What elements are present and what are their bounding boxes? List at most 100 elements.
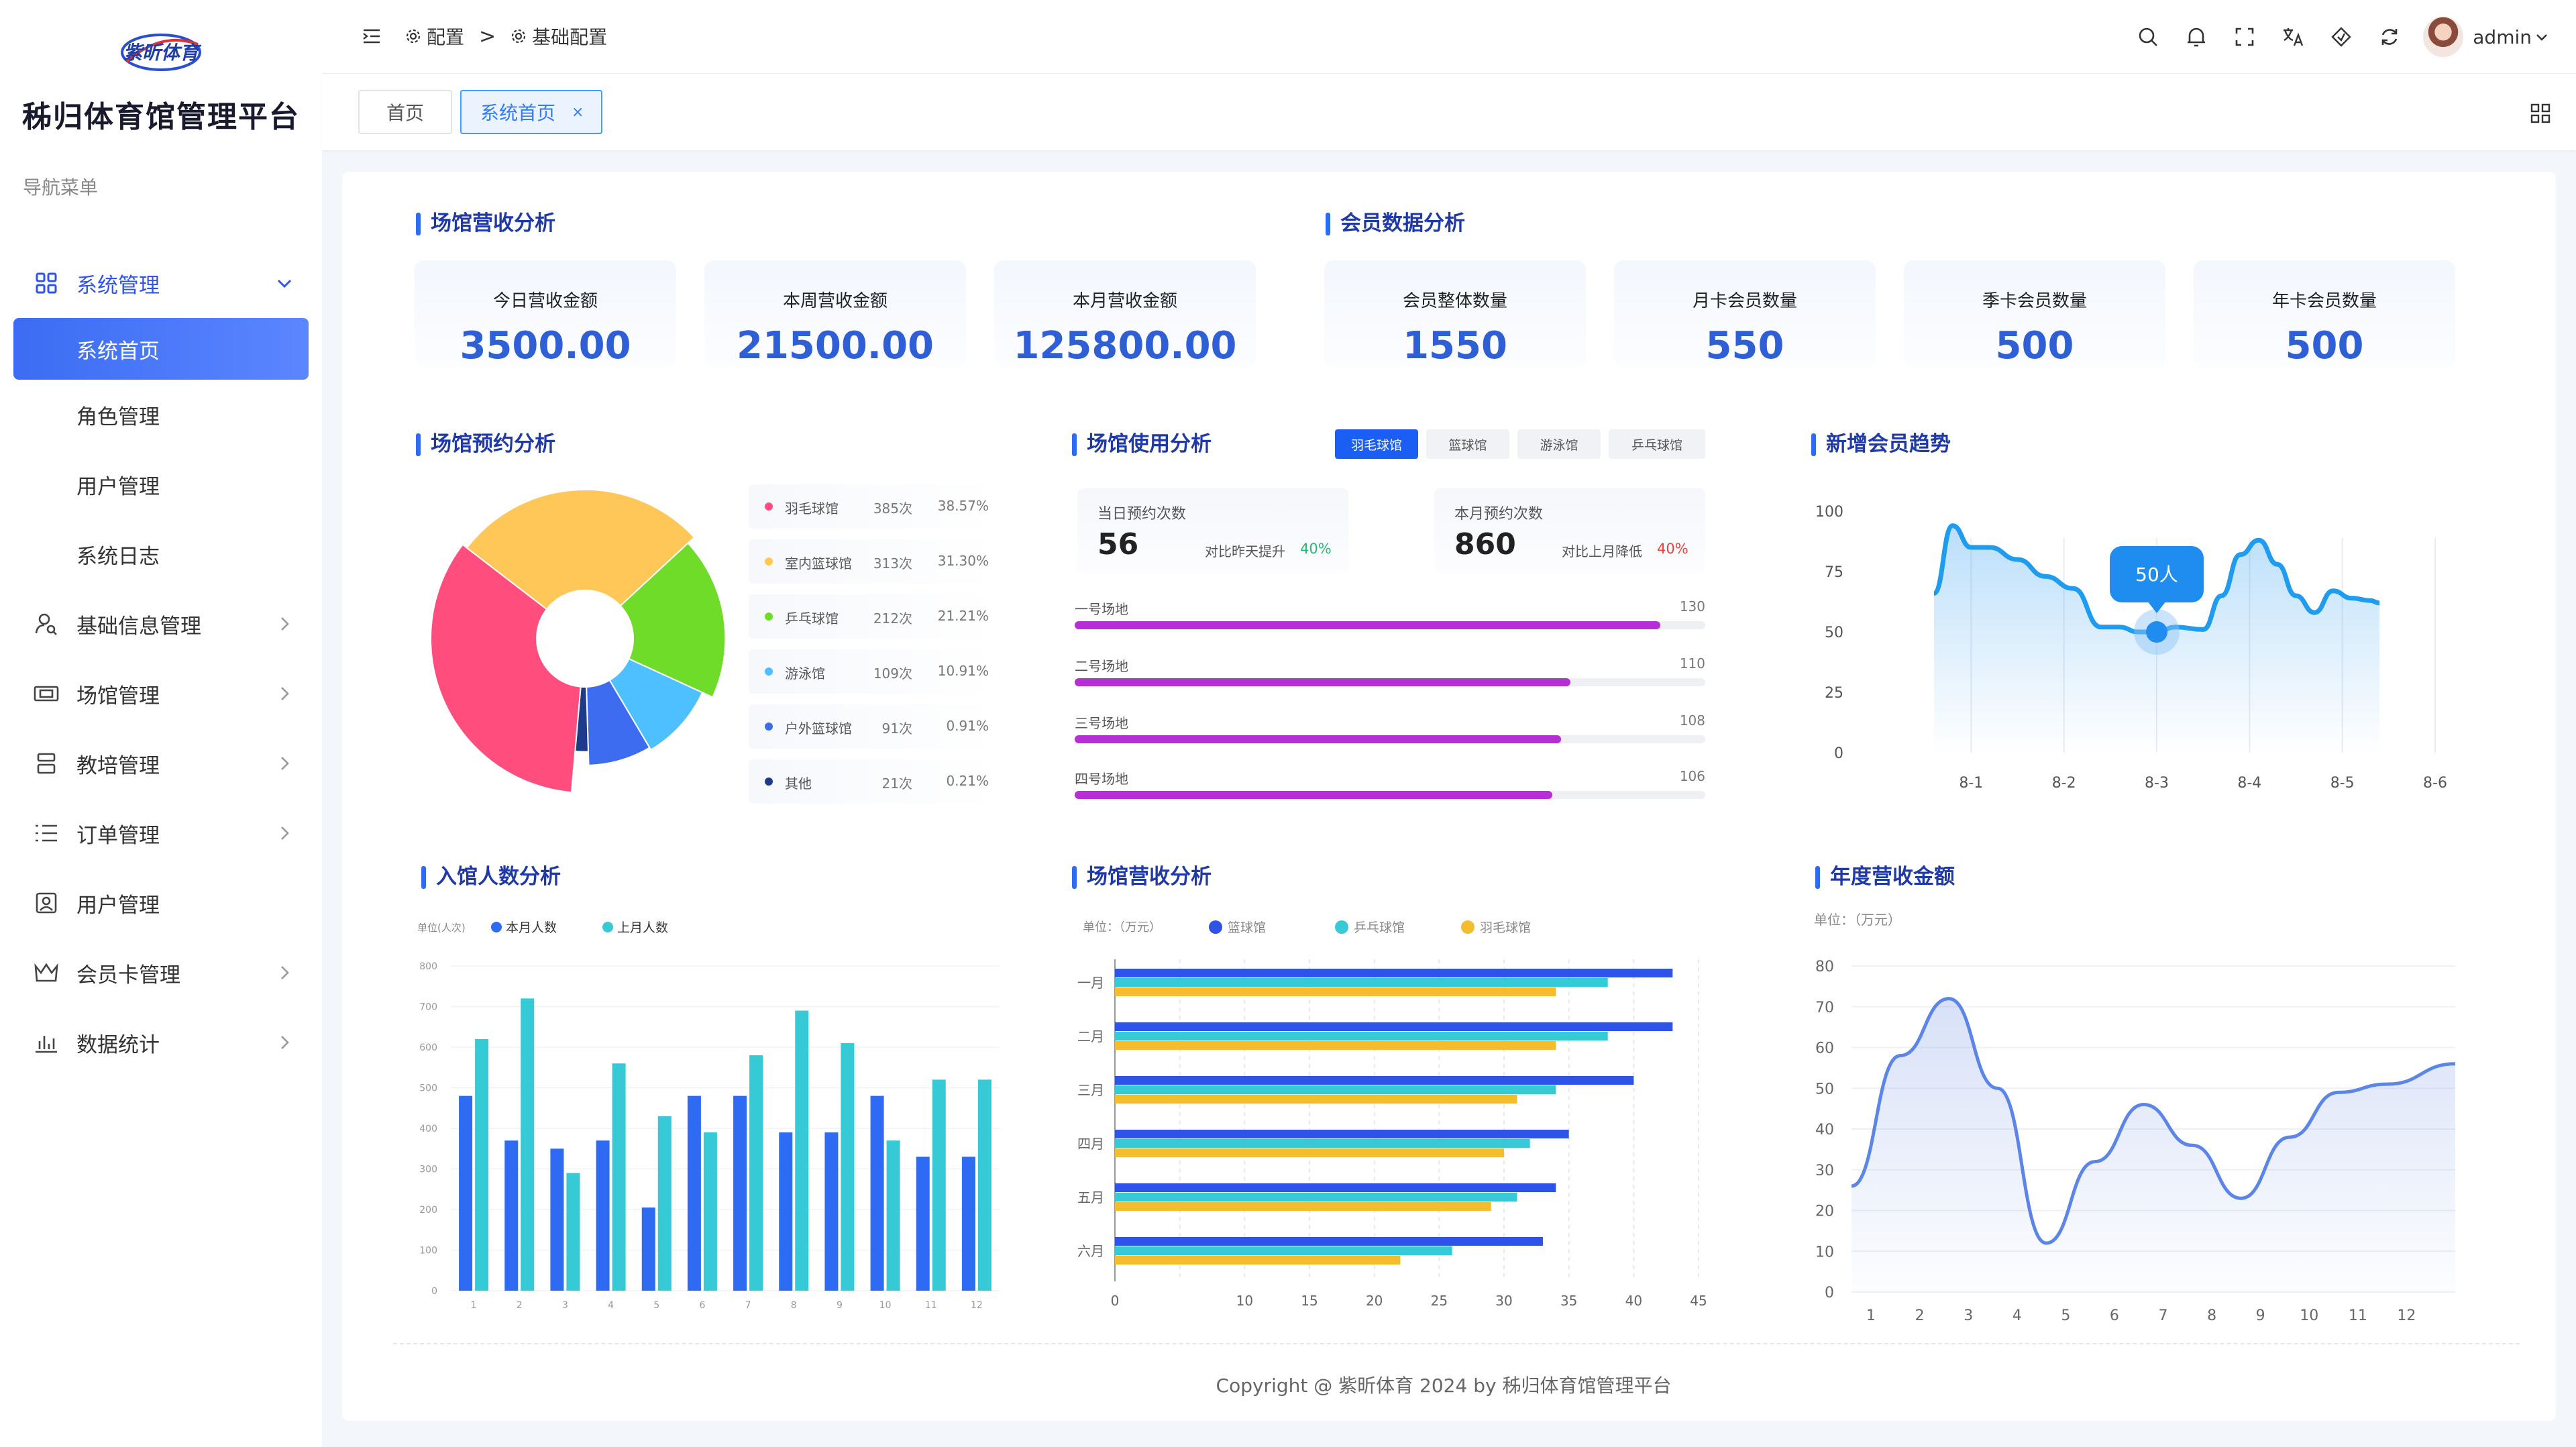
x-tick-label: 3 bbox=[562, 1300, 568, 1311]
x-tick-label: 12 bbox=[2397, 1307, 2416, 1322]
stat-card-quarterly-members: 季卡会员数量 500 bbox=[1904, 260, 2165, 368]
avatar[interactable] bbox=[2423, 17, 2464, 57]
y-tick-label: 600 bbox=[419, 1042, 437, 1053]
nav-orders[interactable]: 订单管理 bbox=[0, 798, 322, 868]
x-tick-label: 30 bbox=[1495, 1293, 1512, 1309]
section-venue-revenue: 场馆营收分析 bbox=[1072, 864, 1212, 890]
section-member: 会员数据分析 bbox=[1326, 211, 1465, 236]
gear-icon bbox=[406, 29, 421, 44]
y-tick-label: 0 bbox=[1825, 1285, 1834, 1301]
bar bbox=[521, 998, 535, 1291]
menu-fold-icon[interactable] bbox=[362, 28, 381, 45]
booking-legend-row[interactable]: 羽毛球馆 385次 38.57% bbox=[749, 484, 997, 529]
footer-copyright: Copyright @ 紫昕体育 2024 by 秭归体育馆管理平台 bbox=[1216, 1375, 1672, 1397]
bar bbox=[733, 1095, 747, 1291]
fullscreen-button[interactable] bbox=[2220, 13, 2269, 60]
refresh-icon bbox=[2381, 29, 2398, 45]
tab-home[interactable]: 首页 bbox=[358, 90, 453, 134]
bar bbox=[795, 1010, 809, 1291]
nav-statistics[interactable]: 数据统计 bbox=[0, 1008, 322, 1077]
y-tick-label: 0 bbox=[1834, 745, 1843, 762]
x-tick-label: 3 bbox=[1964, 1307, 1973, 1322]
booking-legend-row[interactable]: 室内篮球馆 313次 31.30% bbox=[749, 539, 997, 584]
usage-filter-swimming[interactable]: 游泳馆 bbox=[1517, 429, 1601, 459]
nav-venue[interactable]: 场馆管理 bbox=[0, 659, 322, 729]
bar bbox=[566, 1173, 580, 1291]
unit-label: 单位：（万元） bbox=[1814, 912, 1901, 928]
notification-button[interactable] bbox=[2172, 13, 2220, 60]
pie-slice bbox=[586, 679, 651, 766]
x-tick-label: 8-4 bbox=[2237, 775, 2261, 792]
chevron-down-icon[interactable] bbox=[2534, 30, 2549, 44]
bar bbox=[504, 1140, 519, 1291]
nav-member-card[interactable]: 会员卡管理 bbox=[0, 938, 322, 1008]
nav-training[interactable]: 教培管理 bbox=[0, 729, 322, 798]
pie-slice bbox=[466, 488, 696, 610]
bar bbox=[1115, 969, 1673, 977]
booking-legend-row[interactable]: 其他 21次 0.21% bbox=[749, 759, 997, 804]
section-annual: 年度营收金额 bbox=[1815, 864, 1955, 890]
booking-legend-row[interactable]: 户外篮球馆 91次 0.91% bbox=[749, 704, 997, 749]
apps-icon[interactable] bbox=[2530, 103, 2551, 123]
section-new-member: 新增会员趋势 bbox=[1811, 431, 1951, 457]
sidebar: 紫昕体育 秭归体育馆管理平台 导航菜单 系统管理 系统首页 角色管理 用户管理 … bbox=[0, 0, 322, 1447]
y-tick-label: 70 bbox=[1815, 1000, 1834, 1016]
usage-filter-pingpong[interactable]: 乒乓球馆 bbox=[1609, 429, 1705, 459]
usage-filter-badminton[interactable]: 羽毛球馆 bbox=[1335, 429, 1418, 459]
pie-slice bbox=[574, 686, 589, 753]
bar bbox=[916, 1157, 930, 1291]
venue-usage-bar bbox=[1075, 791, 1552, 799]
unit-label: 单位：（万元） bbox=[1083, 920, 1161, 934]
user-name[interactable]: admin bbox=[2473, 25, 2532, 48]
y-tick-label: 25 bbox=[1825, 685, 1843, 702]
bar bbox=[1115, 978, 1608, 987]
search-icon bbox=[2139, 28, 2158, 46]
tab-dashboard[interactable]: 系统首页 × bbox=[460, 90, 603, 134]
bar bbox=[657, 1116, 672, 1291]
breadcrumb-item-basic[interactable]: 基础配置 bbox=[511, 23, 607, 50]
x-tick-label: 11 bbox=[925, 1300, 937, 1311]
refresh-button[interactable] bbox=[2365, 13, 2414, 60]
breadcrumb-item-config[interactable]: 配置 bbox=[405, 23, 464, 50]
nav-sub-dashboard[interactable]: 系统首页 bbox=[13, 318, 309, 380]
booking-legend-row[interactable]: 游泳馆 109次 10.91% bbox=[749, 649, 997, 694]
nav-sub-roles[interactable]: 角色管理 bbox=[76, 405, 160, 429]
search-button[interactable] bbox=[2124, 13, 2172, 60]
logo-icon: 紫昕体育 bbox=[121, 34, 202, 71]
stat-card-monthly-members: 月卡会员数量 550 bbox=[1614, 260, 1876, 368]
y-tick-label: 300 bbox=[419, 1165, 437, 1175]
booking-legend-row[interactable]: 乒乓球馆 212次 21.21% bbox=[749, 594, 997, 639]
section-usage: 场馆使用分析 bbox=[1072, 431, 1212, 457]
legend-label: 乒乓球馆 bbox=[1354, 920, 1405, 935]
language-button[interactable] bbox=[2269, 13, 2317, 60]
venue-usage-bar bbox=[1075, 678, 1570, 686]
bar bbox=[870, 1095, 884, 1291]
legend-dot bbox=[1335, 920, 1348, 934]
y-tick-label: 五月 bbox=[1077, 1189, 1104, 1205]
x-tick-label: 1 bbox=[1866, 1307, 1876, 1322]
theme-button[interactable] bbox=[2317, 13, 2365, 60]
bar bbox=[1115, 1076, 1634, 1085]
nav-basic-info[interactable]: 基础信息管理 bbox=[0, 589, 322, 659]
y-tick-label: 四月 bbox=[1077, 1136, 1104, 1152]
bar bbox=[1115, 1022, 1673, 1031]
nav-system-management[interactable]: 系统管理 bbox=[0, 248, 322, 318]
venue-usage-bar bbox=[1075, 735, 1562, 743]
new-member-trend-chart: 100 75 50 25 0 8-1 8-2 8-3 8-4 8-5 8-6 50人 bbox=[1815, 504, 2447, 792]
y-tick-label: 80 bbox=[1815, 959, 1834, 975]
legend-dot bbox=[765, 722, 773, 731]
stat-card-total-members: 会员整体数量 1550 bbox=[1324, 260, 1586, 368]
usage-filter-basketball[interactable]: 篮球馆 bbox=[1426, 429, 1509, 459]
tooltip-box bbox=[2110, 546, 2204, 602]
bar-chart-icon bbox=[34, 1030, 59, 1055]
nav-sub-users[interactable]: 用户管理 bbox=[76, 474, 160, 499]
tooltip-label: 50人 bbox=[2135, 564, 2178, 586]
nav-users[interactable]: 用户管理 bbox=[0, 868, 322, 938]
bar bbox=[641, 1207, 655, 1291]
close-icon[interactable]: × bbox=[572, 103, 584, 121]
bar bbox=[1115, 1237, 1543, 1246]
bar bbox=[459, 1095, 473, 1291]
nav-sub-logs[interactable]: 系统日志 bbox=[76, 544, 160, 569]
user-card-icon bbox=[34, 890, 59, 916]
legend-dot bbox=[1209, 920, 1222, 934]
